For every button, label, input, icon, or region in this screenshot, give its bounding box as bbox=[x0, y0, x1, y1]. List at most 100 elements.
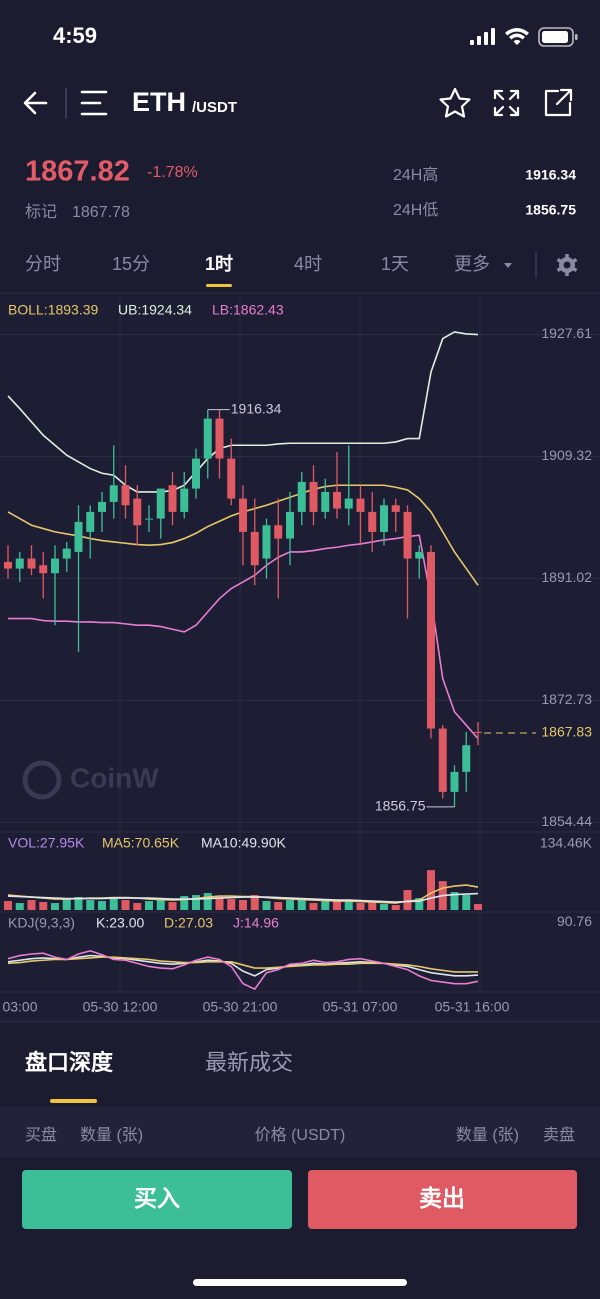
legend-entry: K:23.00 bbox=[96, 915, 144, 931]
pair-quote: /USDT bbox=[192, 99, 237, 116]
candle-body bbox=[98, 501, 106, 512]
favorite-button[interactable] bbox=[439, 87, 471, 118]
volume-bar bbox=[344, 901, 353, 910]
status-icons bbox=[470, 27, 578, 47]
x-tick-label: 05-31 07:00 bbox=[323, 999, 398, 1015]
interval-tab[interactable]: 15分 bbox=[112, 254, 150, 274]
trades-tab[interactable]: 最新成交 bbox=[205, 1050, 293, 1075]
volume-bar bbox=[62, 899, 71, 910]
y-tick-label: 90.76 bbox=[557, 913, 592, 929]
column-header: 买盘 bbox=[25, 1125, 57, 1144]
volume-bar bbox=[203, 893, 212, 910]
candle-body bbox=[368, 511, 377, 532]
y-tick-label: 1872.73 bbox=[541, 691, 592, 707]
plot: 1927.61 1909.32 1891.02 1872.73 1854.44 CoinW… bbox=[0, 293, 600, 1015]
sell-label[interactable]: 卖出 bbox=[419, 1185, 465, 1211]
x-tick-label: 05-30 12:00 bbox=[83, 999, 158, 1015]
x-tick-label: 05-31 16:00 bbox=[435, 999, 510, 1015]
candle-body bbox=[297, 481, 306, 512]
candle-body bbox=[344, 498, 353, 509]
volume-bar bbox=[321, 901, 330, 910]
last-price: 1867.82 bbox=[25, 156, 130, 188]
candle-body bbox=[474, 731, 482, 734]
candle-body bbox=[86, 511, 95, 532]
candle-body bbox=[51, 558, 59, 574]
volume-bar bbox=[215, 897, 224, 910]
volume-bar bbox=[239, 900, 247, 910]
volume-bar bbox=[474, 904, 482, 910]
candle-body bbox=[215, 418, 224, 459]
status-time: 4:59 bbox=[53, 23, 97, 48]
candle-body bbox=[438, 728, 447, 792]
volume-bar bbox=[133, 903, 142, 910]
volume-bar bbox=[427, 870, 435, 910]
column-header: 卖盘 bbox=[543, 1125, 575, 1144]
high-label: 24H高 bbox=[393, 166, 438, 184]
interval-tab[interactable]: 分时 bbox=[25, 254, 61, 274]
watermark-logo bbox=[22, 760, 62, 800]
candle-body bbox=[192, 458, 200, 489]
volume-bar bbox=[86, 900, 95, 910]
legend-entry: BOLL:1893.39 bbox=[8, 302, 99, 318]
indicator-line bbox=[7, 892, 479, 903]
column-header: 价格 (USDT) bbox=[255, 1126, 346, 1144]
low-label: 24H低 bbox=[393, 201, 438, 219]
pair-base: ETH bbox=[132, 87, 186, 117]
x-tick-label: 05-30 21:00 bbox=[203, 999, 278, 1015]
buy-button[interactable] bbox=[22, 1170, 292, 1229]
indicator-line bbox=[8, 534, 479, 740]
legend-entry: UB:1924.34 bbox=[118, 302, 192, 318]
buy-label[interactable]: 买入 bbox=[134, 1185, 180, 1211]
nav-icons[interactable] bbox=[23, 87, 573, 119]
sell-button[interactable] bbox=[308, 1170, 577, 1229]
volume-bar bbox=[462, 895, 471, 910]
last-price-label: 1867.83 bbox=[541, 724, 592, 740]
indicator-line bbox=[7, 956, 479, 973]
candle-body bbox=[180, 488, 189, 512]
candle-body bbox=[286, 511, 294, 539]
column-header: 数量 (张) bbox=[456, 1126, 519, 1144]
volume-bar bbox=[262, 901, 271, 910]
volume-bar bbox=[286, 900, 294, 910]
volume-bar bbox=[333, 900, 341, 910]
interval-tab[interactable]: 更多 bbox=[454, 254, 490, 274]
volume-bar bbox=[27, 900, 36, 910]
interval-tabs: 分时 15分 1时 4时 1天 更多 bbox=[25, 254, 512, 287]
fullscreen-button[interactable] bbox=[493, 89, 520, 117]
y-tick-label: 1854.44 bbox=[541, 813, 592, 829]
high-value: 1916.34 bbox=[525, 167, 576, 183]
candle-body bbox=[203, 418, 212, 459]
legend-entry: LB:1862.43 bbox=[212, 302, 284, 318]
legend-entry: MA5:70.65K bbox=[102, 835, 180, 851]
interval-tab[interactable]: 1天 bbox=[381, 254, 409, 274]
volume-bar bbox=[274, 902, 283, 910]
menu-button[interactable] bbox=[80, 90, 108, 116]
tab-indicator bbox=[206, 284, 232, 287]
depth-tab[interactable]: 盘口深度 bbox=[25, 1050, 114, 1075]
mark-label: 标记 bbox=[25, 203, 57, 221]
candle-body bbox=[39, 565, 48, 574]
interval-tab[interactable]: 1时 bbox=[205, 254, 233, 274]
volume-bar bbox=[145, 901, 153, 910]
y-tick-label: 134.46K bbox=[540, 835, 593, 851]
legend-entry: VOL:27.95K bbox=[8, 835, 85, 851]
interval-tab[interactable]: 4时 bbox=[294, 254, 322, 274]
high-label: 1916.34 bbox=[231, 400, 282, 416]
price-change: -1.78% bbox=[147, 164, 198, 181]
candle-body bbox=[391, 505, 400, 512]
candle-body bbox=[274, 525, 283, 539]
candle-body bbox=[4, 561, 12, 569]
back-button[interactable] bbox=[23, 91, 48, 115]
candle-body bbox=[380, 505, 388, 532]
candle-body bbox=[462, 745, 471, 772]
share-button[interactable] bbox=[544, 88, 573, 117]
candle-body bbox=[262, 525, 271, 559]
candle-body bbox=[62, 548, 71, 559]
home-indicator bbox=[193, 1279, 407, 1286]
volume-bar bbox=[391, 905, 400, 910]
settings-button[interactable] bbox=[556, 254, 578, 276]
candle-body bbox=[239, 498, 247, 532]
candle-body bbox=[121, 485, 130, 506]
column-header-band bbox=[0, 1106, 600, 1158]
candle-body bbox=[356, 498, 365, 512]
